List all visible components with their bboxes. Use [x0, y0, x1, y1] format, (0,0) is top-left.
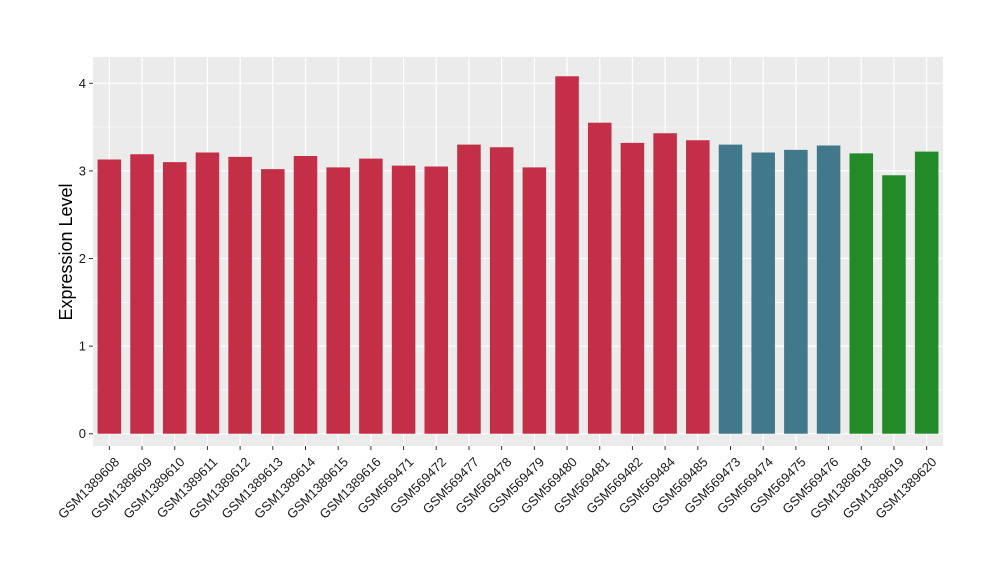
- bar-GSM1389616: [359, 158, 383, 434]
- bar-GSM569474: [751, 152, 775, 434]
- bar-GSM1389610: [162, 162, 187, 434]
- y-axis: 0 1 2 3 4: [79, 76, 93, 441]
- x-axis: GSM1389608GSM1389609GSM1389610GSM1389611…: [55, 446, 940, 522]
- bars: [97, 76, 939, 434]
- y-tick-label: 1: [79, 339, 86, 354]
- bar-GSM1389620: [914, 151, 939, 434]
- bar-GSM569476: [816, 145, 841, 434]
- y-tick-label: 3: [79, 163, 86, 178]
- y-tick-label: 2: [79, 251, 86, 266]
- bar-GSM569481: [587, 122, 612, 434]
- bar-GSM1389618: [849, 153, 874, 434]
- bar-GSM569472: [424, 166, 449, 434]
- bar-GSM1389609: [130, 154, 154, 434]
- bar-GSM1389612: [228, 156, 252, 434]
- bar-GSM569473: [718, 144, 743, 434]
- bar-GSM1389619: [882, 175, 906, 434]
- bar-GSM569477: [457, 144, 481, 434]
- plot-panel: [93, 57, 943, 446]
- bar-GSM1389611: [195, 152, 220, 434]
- bar-GSM569482: [620, 142, 645, 434]
- bar-GSM569484: [653, 133, 677, 434]
- bar-GSM569471: [391, 165, 416, 434]
- bar-GSM569485: [686, 140, 710, 434]
- y-tick-label: 4: [79, 76, 86, 91]
- y-tick-label: 0: [79, 426, 86, 441]
- bar-GSM569475: [784, 149, 808, 434]
- bar-GSM569480: [555, 76, 579, 434]
- bar-GSM569479: [522, 167, 547, 434]
- y-axis-title: Expression Level: [56, 183, 76, 320]
- bar-GSM569478: [489, 147, 514, 434]
- bar-GSM1389608: [97, 159, 122, 434]
- bar-GSM1389613: [261, 169, 285, 434]
- bar-GSM1389614: [293, 156, 318, 434]
- bar-GSM1389615: [326, 167, 350, 434]
